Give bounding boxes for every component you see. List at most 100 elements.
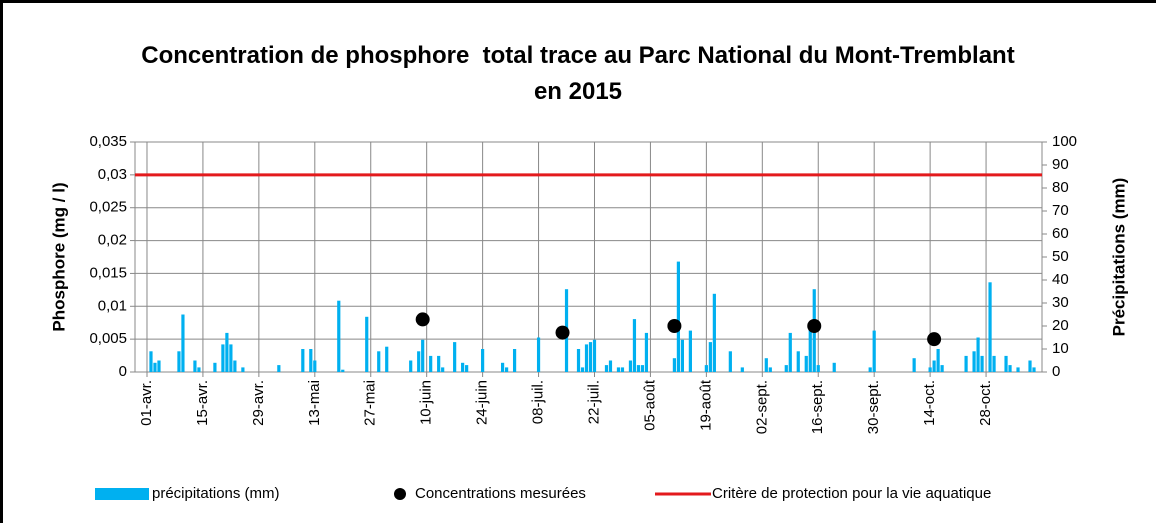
y2-tick-label: 100 [1052, 133, 1077, 150]
plot-border [134, 141, 1043, 373]
bar [912, 358, 916, 372]
legend-label: précipitations (mm) [152, 485, 280, 502]
x-tick-label: 27-mai [362, 380, 379, 426]
x-tick-label: 19-août [697, 379, 714, 431]
x-tick-label: 05-août [641, 379, 658, 431]
bar [241, 367, 245, 372]
bar [417, 351, 421, 372]
legend-label: Critère de protection pour la vie aquati… [712, 485, 991, 502]
point [667, 319, 682, 333]
bar [868, 367, 872, 372]
x-tick-label: 08-juil. [530, 380, 547, 424]
bar [580, 367, 585, 372]
bar [149, 351, 153, 372]
bar [409, 360, 413, 372]
bar [441, 367, 445, 372]
bar [225, 332, 229, 372]
y2-tick-label: 90 [1052, 156, 1069, 173]
bar [453, 342, 457, 372]
bar [337, 300, 341, 372]
x-tick-label: 30-sept. [865, 380, 882, 434]
y-tick-label: 0,025 [89, 199, 127, 216]
bar [1032, 367, 1036, 372]
bar [640, 365, 645, 372]
bar [341, 369, 345, 372]
bar [604, 365, 609, 372]
bar [429, 355, 433, 372]
bar [992, 355, 996, 372]
bar [704, 365, 708, 372]
x-tick-label: 16-sept. [809, 380, 826, 434]
bar [385, 346, 389, 372]
legend-swatch [394, 488, 406, 500]
y-tick-label: 0,005 [89, 330, 127, 347]
bar [708, 342, 712, 372]
y-tick-label: 0,03 [98, 166, 127, 183]
bar [157, 360, 161, 372]
bar [229, 344, 233, 372]
bar [512, 349, 517, 372]
bar [301, 349, 305, 372]
x-tick-label: 14-oct. [921, 380, 938, 426]
y-tick-label: 0,02 [98, 232, 127, 249]
y-tick-label: 0,015 [89, 264, 127, 281]
bar [872, 330, 876, 372]
bar [808, 328, 812, 372]
y-axis-title: Phosphore (mg / l) [49, 182, 68, 331]
bar [832, 362, 836, 372]
y2-tick-label: 30 [1052, 294, 1069, 311]
bar [421, 339, 425, 372]
x-tick-label: 13-mai [306, 380, 323, 426]
bar [676, 261, 681, 372]
x-tick-label: 24-juin [474, 380, 491, 425]
bar [465, 365, 469, 372]
x-tick-label: 10-juin [418, 380, 435, 425]
point [415, 312, 430, 327]
bar [584, 344, 589, 372]
y2-tick-label: 0 [1052, 363, 1060, 380]
bar [940, 365, 944, 372]
bar [481, 349, 485, 372]
bar [936, 349, 940, 372]
bar [628, 360, 633, 372]
bar [500, 362, 505, 372]
bar [213, 362, 217, 372]
bar [313, 360, 317, 372]
point [927, 332, 942, 347]
bar [1008, 365, 1012, 372]
bar [988, 282, 992, 372]
bar [1016, 367, 1020, 372]
bar [680, 339, 684, 372]
bar [437, 355, 441, 372]
bar [461, 362, 465, 372]
bar [193, 360, 197, 372]
bar [740, 367, 744, 372]
bar [309, 349, 313, 372]
bar [976, 337, 980, 372]
x-tick-label: 28-oct. [977, 380, 994, 426]
bar [377, 351, 381, 372]
y2-tick-label: 50 [1052, 248, 1069, 265]
x-tick-label: 29-avr. [250, 380, 267, 426]
bar [964, 355, 968, 372]
bar [504, 367, 509, 372]
bar [972, 351, 976, 372]
y2-tick-label: 40 [1052, 271, 1069, 288]
bar [672, 358, 677, 372]
bar [616, 367, 621, 372]
bar [764, 358, 768, 372]
bar [608, 360, 613, 372]
bar [592, 339, 597, 372]
bar [796, 351, 800, 372]
x-tick-label: 02-sept. [753, 380, 770, 434]
y-tick-label: 0 [119, 363, 127, 380]
bar [153, 362, 157, 372]
bar [804, 355, 808, 372]
y-tick-label: 0,01 [98, 297, 127, 314]
bar [816, 365, 820, 372]
y-tick-label: 0,035 [89, 133, 127, 150]
bar [644, 332, 649, 372]
